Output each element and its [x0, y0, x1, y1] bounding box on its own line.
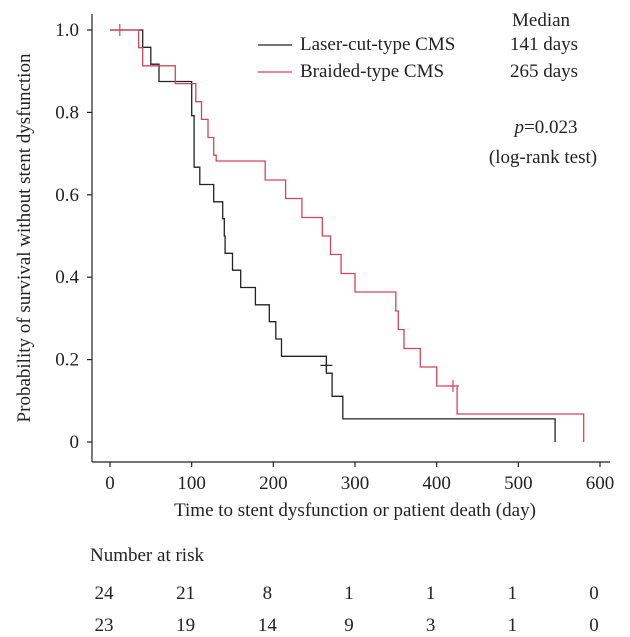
x-tick-label: 500 [504, 473, 533, 494]
risk-cell: 23 [95, 615, 114, 636]
risk-cell: 3 [426, 615, 436, 636]
y-tick-label: 1.0 [55, 20, 79, 41]
y-tick-label: 0.2 [55, 350, 79, 371]
y-tick-label: 0.4 [55, 267, 79, 288]
test-label: (log-rank test) [489, 147, 597, 168]
legend-label: Laser-cut-type CMS [300, 34, 455, 55]
series-line [110, 29, 556, 442]
x-tick-label: 400 [422, 473, 451, 494]
y-tick-label: 0.6 [55, 185, 79, 206]
x-axis-title: Time to stent dysfunction or patient dea… [174, 500, 536, 521]
risk-cell: 1 [508, 615, 518, 636]
risk-cell: 1 [508, 583, 518, 604]
x-tick-label: 300 [341, 473, 370, 494]
risk-cell: 1 [426, 583, 436, 604]
number-at-risk-title: Number at risk [90, 545, 204, 566]
series-layer [110, 24, 585, 442]
legend-label: Braided-type CMS [300, 61, 444, 82]
risk-cell: 14 [258, 615, 278, 636]
p-value-text: =0.023 [524, 117, 577, 138]
axis-ticks: 0 100 200 300 400 500 600 0 0.2 0.4 0.6 0.8 1.0 [55, 20, 614, 494]
x-tick-label: 200 [259, 473, 288, 494]
p-value-symbol: p [513, 117, 525, 138]
risk-cell: 9 [344, 615, 354, 636]
legend: Median Laser-cut-type CMS 141 days Braided… [258, 10, 578, 82]
risk-cell: 0 [589, 583, 599, 604]
median-header: Median [512, 10, 571, 31]
series-line [110, 29, 585, 442]
risk-cell: 8 [263, 583, 273, 604]
risk-row: 24 21 8 1 1 1 0 [95, 583, 599, 604]
p-value-label: p=0.023 [513, 117, 578, 138]
series-group [110, 24, 585, 442]
series-group [110, 29, 556, 442]
legend-median: 141 days [510, 34, 578, 55]
risk-cell: 21 [176, 583, 195, 604]
y-tick-label: 0 [70, 432, 80, 453]
risk-cell: 24 [95, 583, 115, 604]
risk-table: 24 21 8 1 1 1 0 23 19 14 9 3 1 0 [95, 583, 599, 636]
y-tick-label: 0.8 [55, 102, 79, 123]
x-tick-label: 600 [586, 473, 615, 494]
x-tick-label: 100 [177, 473, 206, 494]
legend-median: 265 days [510, 61, 578, 82]
y-axis-title: Probability of survival without stent dy… [14, 53, 35, 422]
risk-cell: 0 [589, 615, 599, 636]
risk-cell: 1 [344, 583, 354, 604]
x-tick-label: 0 [105, 473, 115, 494]
risk-cell: 19 [176, 615, 195, 636]
risk-row: 23 19 14 9 3 1 0 [95, 615, 599, 636]
axes [91, 14, 610, 463]
